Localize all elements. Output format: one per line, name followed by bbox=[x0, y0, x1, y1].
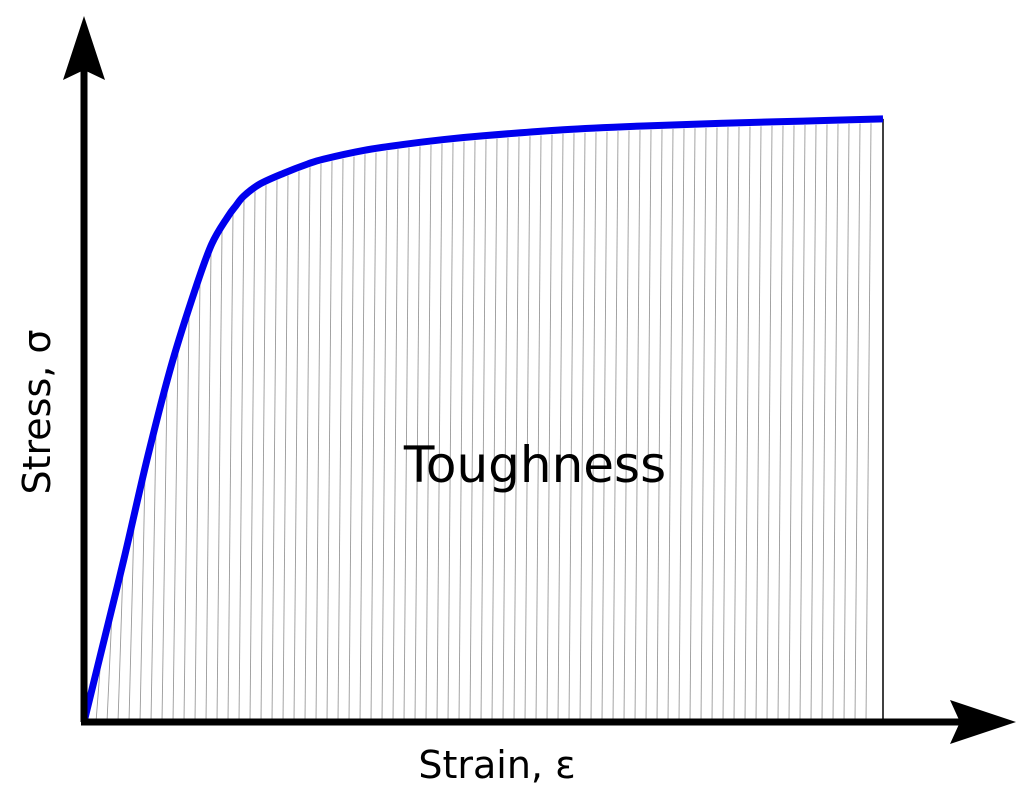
hatch-line bbox=[161, 386, 168, 723]
hatch-line bbox=[315, 163, 322, 723]
hatch-line bbox=[249, 191, 256, 723]
hatch-line bbox=[491, 138, 498, 723]
hatch-line bbox=[689, 128, 696, 723]
hatch-line bbox=[260, 185, 267, 723]
hatch-line bbox=[304, 167, 311, 723]
hatch-line bbox=[557, 133, 564, 723]
hatch-line bbox=[216, 230, 223, 723]
hatch-line bbox=[700, 127, 707, 723]
hatch-line bbox=[425, 145, 432, 723]
hatch-line bbox=[546, 134, 553, 723]
hatch-line bbox=[535, 135, 542, 723]
hatch-line bbox=[359, 154, 366, 723]
hatch-line bbox=[579, 132, 586, 723]
y-axis-label: Stress, σ bbox=[15, 329, 59, 494]
hatch-line bbox=[744, 126, 751, 723]
hatch-line bbox=[634, 130, 641, 723]
hatch-line bbox=[238, 199, 245, 723]
hatch-line bbox=[865, 123, 872, 723]
hatch-line bbox=[810, 124, 817, 723]
x-axis-arrowhead bbox=[950, 700, 1016, 744]
hatch-line bbox=[370, 152, 377, 723]
hatch-line bbox=[524, 136, 531, 723]
hatch-line bbox=[645, 129, 652, 723]
axes bbox=[63, 16, 1016, 744]
hatch-line bbox=[128, 519, 135, 723]
hatch-line bbox=[821, 124, 828, 723]
x-axis-label: Strain, ε bbox=[418, 743, 575, 787]
stress-strain-curve bbox=[80, 115, 884, 723]
hatch-line bbox=[667, 128, 674, 723]
hatch-line bbox=[205, 250, 212, 723]
hatch-line bbox=[766, 125, 773, 723]
hatch-line bbox=[381, 150, 388, 723]
toughness-shaded-region bbox=[84, 123, 872, 723]
y-axis-arrowhead bbox=[63, 16, 105, 80]
hatch-line bbox=[480, 139, 487, 723]
hatch-line bbox=[502, 137, 509, 723]
hatch-line bbox=[117, 566, 124, 723]
hatch-line bbox=[568, 133, 575, 723]
hatch-line bbox=[337, 158, 344, 723]
hatch-line bbox=[139, 472, 146, 723]
hatch-line bbox=[293, 171, 300, 723]
hatch-line bbox=[623, 130, 630, 723]
hatch-line bbox=[271, 180, 278, 723]
hatch-line bbox=[348, 156, 355, 723]
hatch-line bbox=[436, 143, 443, 723]
hatch-line bbox=[183, 313, 190, 723]
hatch-line bbox=[150, 428, 157, 723]
hatch-line bbox=[612, 131, 619, 723]
hatch-line bbox=[722, 127, 729, 723]
hatch-line bbox=[777, 125, 784, 723]
hatch-line bbox=[414, 146, 421, 723]
hatch-line bbox=[282, 175, 289, 723]
hatch-line bbox=[788, 125, 795, 723]
hatch-line bbox=[458, 141, 465, 723]
toughness-label: Toughness bbox=[403, 436, 666, 494]
hatch-line bbox=[227, 213, 234, 723]
hatch-line bbox=[590, 132, 597, 723]
hatch-line bbox=[326, 161, 333, 723]
hatch-line bbox=[469, 140, 476, 723]
hatch-line bbox=[403, 147, 410, 723]
hatch-line bbox=[843, 123, 850, 723]
hatch-line bbox=[711, 127, 718, 723]
hatch-line bbox=[678, 128, 685, 723]
hatch-line bbox=[799, 125, 806, 723]
hatch-line bbox=[172, 348, 179, 723]
hatch-line bbox=[392, 149, 399, 723]
hatch-line bbox=[447, 142, 454, 723]
hatch-line bbox=[755, 126, 762, 723]
hatch-line bbox=[194, 280, 201, 723]
hatch-line bbox=[601, 131, 608, 723]
hatch-line bbox=[733, 126, 740, 723]
hatch-line bbox=[832, 124, 839, 723]
hatch-line bbox=[106, 611, 113, 723]
hatch-line bbox=[854, 123, 861, 723]
hatch-line bbox=[656, 129, 663, 723]
hatch-line bbox=[513, 137, 520, 723]
